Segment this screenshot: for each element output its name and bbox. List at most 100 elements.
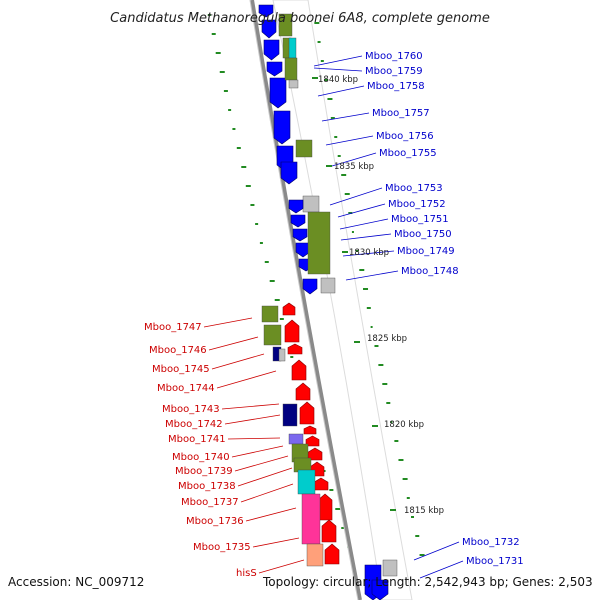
leader-line [221,403,280,410]
gene-label[interactable]: Mboo_1742 [165,419,223,430]
gene-label[interactable]: Mboo_1743 [162,404,220,415]
gene-label[interactable]: Mboo_1739 [175,466,233,477]
gc-skew-dash [411,516,415,518]
leader-line [203,317,253,328]
gene-label[interactable]: Mboo_1757 [372,108,430,119]
gc-skew-dash [394,440,399,442]
gene-label[interactable]: Mboo_1751 [391,214,449,225]
gray-feature [382,559,398,577]
forward-cds-arrow [266,61,283,77]
forward-cds-arrow [302,278,318,295]
gene-label[interactable]: Mboo_1747 [144,322,202,333]
gc-skew-dash [341,174,347,176]
reverse-cds-arrow [295,382,311,401]
gene-label[interactable]: Mboo_1737 [181,497,239,508]
gc-skew-dash [348,212,353,214]
olive-feature [263,324,282,346]
gene-label[interactable]: Mboo_1759 [365,66,423,77]
gray-feature [278,348,286,362]
gene-label[interactable]: Mboo_1755 [379,148,437,159]
gc-skew-dash [329,489,334,491]
gc-skew-dash [351,231,354,233]
kbp-label-1835: 1835 kbp [334,162,374,172]
kbp-label-1825: 1825 kbp [367,334,407,344]
gc-skew-dash [236,147,241,149]
gc-skew-dash [370,326,373,328]
gc-skew-dash [419,554,425,556]
leader-line [231,445,284,458]
olive-feature [307,211,331,275]
gene-label[interactable]: Mboo_1740 [172,452,230,463]
gc-skew-dash [255,223,259,225]
gc-skew-dash [334,136,338,138]
gc-skew-dash [415,535,420,537]
gc-skew-dash [320,60,324,62]
leader-line [216,370,277,389]
gc-skew-dash [337,155,341,157]
gray-feature [288,79,299,89]
leader-line [237,467,293,487]
leader-line [245,507,297,522]
gene-features [258,4,398,600]
gene-label[interactable]: Mboo_1749 [397,246,455,257]
reverse-cds-arrow [284,319,300,343]
forward-cds-arrow [280,161,298,185]
leader-line [329,187,383,206]
gc-skew-dash [223,90,228,92]
reverse-cds-arrow [282,302,296,316]
forward-cds-arrow [258,4,274,18]
gene-label[interactable]: Mboo_1753 [385,183,443,194]
leader-line [227,437,281,440]
reverse-cds-arrow [321,519,337,543]
gene-label[interactable]: Mboo_1735 [193,542,251,553]
forward-gene-labels: Mboo_1760 Mboo_1759 Mboo_1758 Mboo_1757 … [365,51,524,567]
gene-label[interactable]: Mboo_1732 [462,537,520,548]
gene-label[interactable]: Mboo_1738 [178,481,236,492]
gene-label[interactable]: Mboo_1741 [168,434,226,445]
gene-label[interactable]: Mboo_1744 [157,383,215,394]
reverse-cds-arrow [307,447,323,461]
gc-skew-dash [317,41,321,43]
gc-skew-dash [207,14,211,16]
gene-label[interactable]: Mboo_1746 [149,345,207,356]
gc-skew-dash [344,193,350,195]
reverse-cds-arrow [305,435,320,447]
leader-line [345,270,399,281]
reverse-cds-arrow [303,425,317,435]
salmon-feature [306,543,324,567]
gene-label[interactable]: Mboo_1756 [376,131,434,142]
pink-feature [301,493,321,545]
cyan-feature [288,37,297,59]
gc-skew-dash [245,185,251,187]
gene-label[interactable]: Mboo_1731 [466,556,524,567]
olive-feature [295,139,313,158]
gc-skew-dash [269,280,275,282]
gc-skew-dash [390,421,393,423]
gene-label[interactable]: Mboo_1752 [388,199,446,210]
kbp-label-1820: 1820 kbp [384,420,424,430]
reverse-cds-arrow [313,477,329,491]
label-leader-lines [203,55,464,579]
gc-skew-dash [211,33,216,35]
gene-label[interactable]: Mboo_1748 [401,266,459,277]
leader-line [413,541,460,561]
gc-skew-dash [330,117,335,119]
reverse-cds-arrow [299,401,315,425]
gc-skew-dash [327,98,333,100]
leader-line [211,353,265,370]
gene-label[interactable]: Mboo_1745 [152,364,210,375]
gene-label[interactable]: hisS [236,568,257,579]
gc-skew-dash [402,478,408,480]
kbp-label-1815: 1815 kbp [404,506,444,516]
leader-line [342,250,395,257]
kbp-label-1830: 1830 kbp [349,248,389,258]
gene-label[interactable]: Mboo_1736 [186,516,244,527]
gene-label[interactable]: Mboo_1750 [394,229,452,240]
gc-skew-dash [323,470,326,472]
forward-cds-arrow [261,19,277,39]
gene-label[interactable]: Mboo_1758 [367,81,425,92]
gene-label[interactable]: Mboo_1760 [365,51,423,62]
gc-skew-dash [241,166,247,168]
